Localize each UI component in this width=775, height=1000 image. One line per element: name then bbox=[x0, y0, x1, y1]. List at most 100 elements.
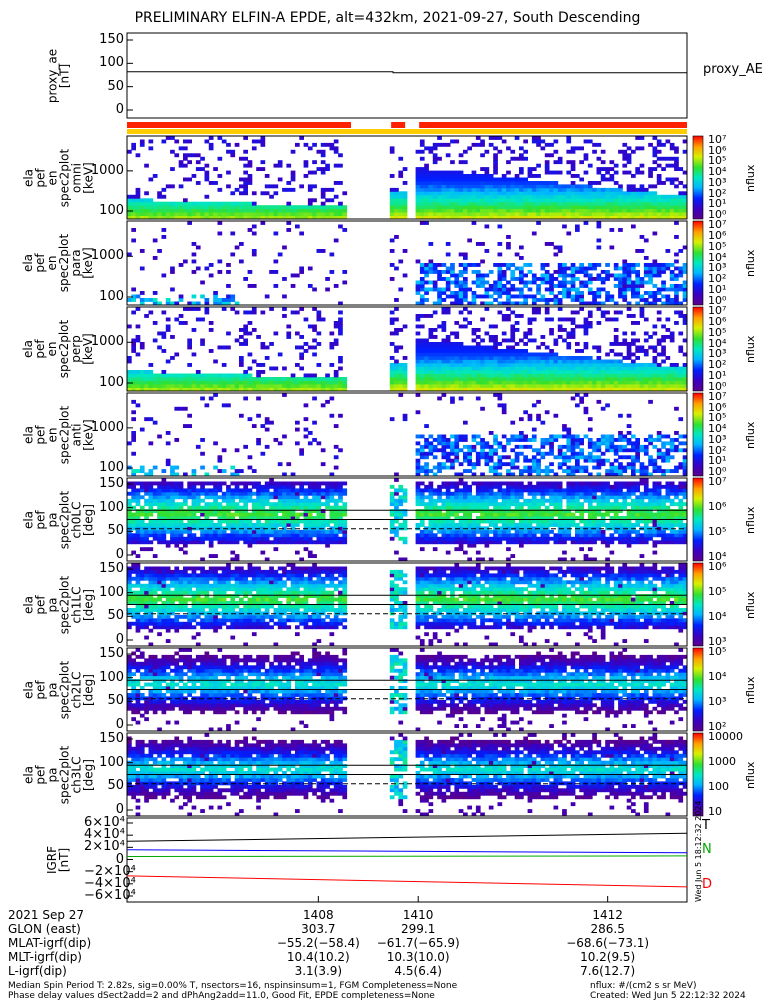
spectrogram-cell bbox=[445, 380, 451, 385]
spectrogram-cell bbox=[450, 462, 455, 467]
spectrogram-cell bbox=[506, 438, 511, 442]
spectrogram-cell bbox=[674, 301, 679, 306]
spectrogram-cell bbox=[600, 434, 606, 439]
spectrogram-cell bbox=[514, 194, 520, 199]
spectrogram-cell bbox=[174, 387, 180, 392]
spectrogram-cell bbox=[540, 187, 546, 192]
spectrogram-cell bbox=[519, 215, 524, 220]
spectrogram-cell bbox=[333, 373, 339, 378]
spectrogram-cell bbox=[519, 187, 524, 192]
spectrogram-cell bbox=[437, 301, 442, 306]
spectrogram-cell bbox=[656, 291, 662, 295]
spectrogram-cell bbox=[424, 280, 429, 285]
spectrogram-cell bbox=[669, 142, 675, 147]
spectrogram-cell bbox=[398, 498, 404, 503]
spectrogram-cell bbox=[303, 533, 309, 538]
spectrogram-cell bbox=[674, 469, 679, 473]
spectrogram-cell bbox=[316, 167, 322, 171]
spectrogram-cell bbox=[290, 533, 296, 538]
spectrogram-cell bbox=[256, 502, 261, 507]
spectrogram-cell bbox=[488, 184, 494, 189]
spectrogram-cell bbox=[553, 455, 559, 460]
spectrogram-cell bbox=[204, 377, 210, 381]
spectrogram-cell bbox=[652, 377, 658, 381]
spectrogram-cell bbox=[656, 431, 662, 435]
spectrogram-cell bbox=[514, 266, 520, 271]
spectrogram-cell bbox=[135, 208, 141, 213]
spectrogram-cell bbox=[605, 310, 610, 315]
spectrogram-cell bbox=[178, 533, 184, 538]
spectrogram-cell bbox=[493, 472, 498, 477]
spectrogram-cell bbox=[639, 363, 645, 367]
spectrogram-cell bbox=[566, 377, 572, 381]
spectrogram-cell bbox=[566, 370, 572, 374]
spectrogram-cell bbox=[437, 194, 442, 199]
spectrogram-cell bbox=[506, 194, 511, 199]
spectrogram-cell bbox=[570, 451, 576, 456]
spectrogram-cell bbox=[493, 280, 498, 285]
spectrogram-cell bbox=[183, 540, 188, 545]
spectrogram-cell bbox=[682, 201, 688, 206]
spectrogram-cell bbox=[174, 505, 180, 510]
spectrogram-cell bbox=[152, 387, 158, 392]
spectrogram-cell bbox=[243, 208, 248, 213]
spectrogram-cell bbox=[618, 266, 623, 271]
spectrogram-cell bbox=[458, 366, 464, 371]
spectrogram-cell bbox=[424, 380, 429, 385]
spectrogram-cell bbox=[243, 377, 248, 381]
spectrogram-cell bbox=[432, 342, 438, 346]
spectrogram-cell bbox=[669, 384, 675, 388]
spectrogram-cell bbox=[333, 380, 339, 385]
spectrogram-cell bbox=[579, 448, 584, 453]
spectrogram-cell bbox=[458, 373, 464, 378]
spectrogram-cell bbox=[445, 284, 451, 288]
spectrogram-cell bbox=[394, 366, 399, 371]
spectrogram-cell bbox=[622, 149, 628, 154]
spectrogram-cell bbox=[415, 484, 421, 489]
spectrogram-cell bbox=[312, 324, 317, 329]
spectrogram-cell bbox=[613, 377, 619, 381]
spectrogram-cell bbox=[273, 259, 279, 264]
spectrogram-cell bbox=[618, 149, 623, 154]
spectrogram-cell bbox=[488, 270, 494, 274]
spectrogram-cell bbox=[553, 201, 559, 206]
spectrogram-cell bbox=[639, 444, 645, 449]
spectrogram-cell bbox=[247, 228, 253, 232]
spectrogram-cell bbox=[639, 208, 645, 213]
spectrogram-cell bbox=[467, 352, 472, 357]
spectrogram-cell bbox=[527, 187, 533, 192]
spectrogram-cell bbox=[583, 324, 589, 329]
spectrogram-cell bbox=[613, 310, 619, 315]
spectrogram-cell bbox=[497, 201, 503, 206]
spectrogram-cell bbox=[139, 301, 145, 306]
spectrogram-cell bbox=[187, 533, 192, 538]
spectrogram-cell bbox=[575, 224, 580, 229]
spectrogram-cell bbox=[428, 523, 434, 527]
spectrogram-cell bbox=[260, 495, 266, 500]
spectrogram-cell bbox=[484, 280, 490, 285]
spectrogram-cell bbox=[566, 366, 572, 371]
spectrogram-cell bbox=[157, 491, 162, 496]
spectrogram-cell bbox=[264, 417, 270, 422]
spectrogram-cell bbox=[626, 201, 632, 206]
spectrogram-cell bbox=[575, 356, 580, 360]
spectrogram-cell bbox=[256, 519, 261, 524]
spectrogram-cell bbox=[583, 356, 589, 360]
spectrogram-cell bbox=[135, 529, 141, 534]
spectrogram-cell bbox=[605, 277, 610, 281]
spectrogram-cell bbox=[506, 187, 511, 192]
spectrogram-cell bbox=[402, 523, 408, 527]
spectrogram-cell bbox=[131, 495, 136, 500]
spectrogram-cell bbox=[592, 194, 597, 199]
spectrogram-cell bbox=[415, 469, 421, 473]
spectrogram-cell bbox=[510, 273, 516, 278]
spectrogram-cell bbox=[139, 495, 145, 500]
spectrogram-cell bbox=[148, 481, 154, 486]
spectrogram-cell bbox=[239, 523, 244, 527]
spectrogram-cell bbox=[596, 287, 602, 292]
spectrogram-cell bbox=[639, 380, 645, 385]
spectrogram-cell bbox=[329, 142, 335, 147]
spectrogram-cell bbox=[419, 434, 425, 439]
spectrogram-cell bbox=[269, 512, 274, 517]
spectrogram-cell bbox=[131, 505, 136, 510]
